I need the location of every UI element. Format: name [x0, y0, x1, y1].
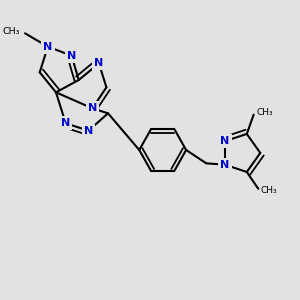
Text: N: N — [61, 118, 70, 128]
Text: N: N — [43, 42, 52, 52]
Text: CH₃: CH₃ — [261, 186, 278, 195]
Text: N: N — [220, 136, 230, 146]
Text: N: N — [67, 51, 76, 61]
Text: N: N — [84, 126, 93, 136]
Text: N: N — [94, 58, 104, 68]
Text: N: N — [220, 160, 230, 170]
Text: CH₃: CH₃ — [256, 109, 273, 118]
Text: CH₃: CH₃ — [3, 27, 20, 36]
Text: N: N — [88, 103, 97, 113]
